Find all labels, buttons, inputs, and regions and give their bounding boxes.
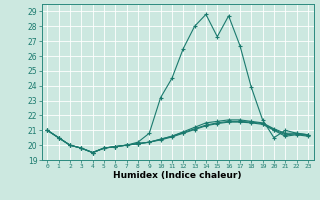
X-axis label: Humidex (Indice chaleur): Humidex (Indice chaleur) (113, 171, 242, 180)
